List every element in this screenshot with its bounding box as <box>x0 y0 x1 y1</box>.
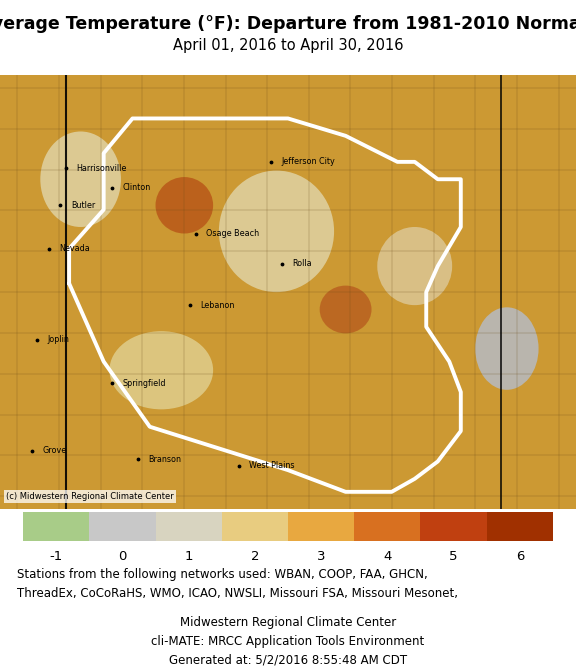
Bar <box>156 512 222 541</box>
Bar <box>420 512 487 541</box>
Text: Springfield: Springfield <box>123 379 166 388</box>
Bar <box>89 512 156 541</box>
Text: Average Temperature (°F): Departure from 1981-2010 Normals: Average Temperature (°F): Departure from… <box>0 15 576 33</box>
Text: Grove: Grove <box>42 446 66 455</box>
Text: Generated at: 5/2/2016 8:55:48 AM CDT: Generated at: 5/2/2016 8:55:48 AM CDT <box>169 653 407 667</box>
Ellipse shape <box>40 131 121 227</box>
Ellipse shape <box>320 285 372 334</box>
Ellipse shape <box>377 227 452 305</box>
Bar <box>354 512 420 541</box>
Text: cli-MATE: MRCC Application Tools Environment: cli-MATE: MRCC Application Tools Environ… <box>151 634 425 648</box>
Text: Jefferson City: Jefferson City <box>281 157 335 166</box>
Text: Stations from the following networks used: WBAN, COOP, FAA, GHCN,: Stations from the following networks use… <box>17 568 428 582</box>
Text: April 01, 2016 to April 30, 2016: April 01, 2016 to April 30, 2016 <box>173 38 403 52</box>
Text: Osage Beach: Osage Beach <box>206 229 259 238</box>
Text: Clinton: Clinton <box>123 184 151 192</box>
Text: Joplin: Joplin <box>48 336 70 344</box>
Ellipse shape <box>156 177 213 234</box>
Bar <box>222 512 288 541</box>
Text: Butler: Butler <box>71 201 95 210</box>
Text: Rolla: Rolla <box>293 259 312 269</box>
Text: West Plains: West Plains <box>249 461 295 470</box>
Text: (c) Midwestern Regional Climate Center: (c) Midwestern Regional Climate Center <box>6 492 173 501</box>
Text: Midwestern Regional Climate Center: Midwestern Regional Climate Center <box>180 616 396 629</box>
Ellipse shape <box>475 308 539 390</box>
Text: Branson: Branson <box>149 455 181 464</box>
Bar <box>288 512 354 541</box>
Text: Lebanon: Lebanon <box>200 301 235 310</box>
Bar <box>23 512 89 541</box>
Ellipse shape <box>219 171 334 292</box>
Text: Nevada: Nevada <box>59 244 90 253</box>
Text: ThreadEx, CoCoRaHS, WMO, ICAO, NWSLI, Missouri FSA, Missouri Mesonet,: ThreadEx, CoCoRaHS, WMO, ICAO, NWSLI, Mi… <box>17 587 458 600</box>
Text: Harrisonville: Harrisonville <box>77 164 127 173</box>
Ellipse shape <box>109 331 213 409</box>
Bar <box>487 512 553 541</box>
